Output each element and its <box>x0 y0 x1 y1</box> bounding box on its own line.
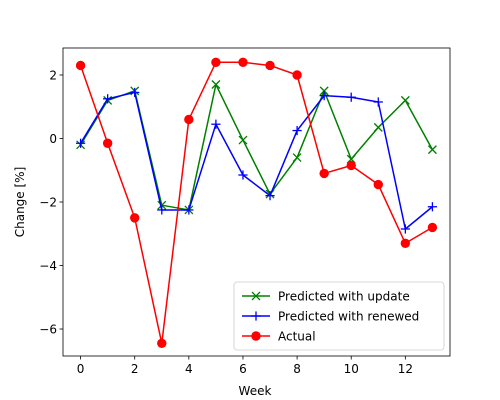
series-1-point-5-stroke-b <box>211 80 221 89</box>
plot-area <box>75 57 438 348</box>
legend: Predicted with update Predicted with rene… <box>233 281 445 351</box>
series-3-point-3-shape <box>157 338 167 348</box>
series-2-point-0 <box>75 138 86 148</box>
series-2-point-7 <box>265 191 275 201</box>
y-tick-label-0: 2 <box>49 68 57 82</box>
series-3-point-8 <box>292 70 302 80</box>
series-2-point-12 <box>400 224 410 234</box>
series-3-point-7-shape <box>265 60 275 71</box>
legend-marker-3 <box>251 331 261 341</box>
series-2-point-5 <box>211 119 221 129</box>
series-1-point-12-stroke-b <box>400 95 410 105</box>
x-tick-label-12: 12 <box>398 362 413 376</box>
series-2-point-6 <box>238 170 248 180</box>
series-3-point-1-shape <box>102 138 113 148</box>
series-3-point-0 <box>75 60 86 71</box>
series-3-point-8-shape <box>292 70 302 80</box>
series-3-point-1 <box>102 138 113 148</box>
series-3-point-2 <box>130 213 140 223</box>
series-1-point-11 <box>373 122 383 132</box>
series-2-point-13 <box>427 202 438 212</box>
series-2-point-1 <box>103 94 113 104</box>
series-3-point-13-shape <box>427 222 438 233</box>
y-tick-label-4: −6 <box>39 322 57 336</box>
x-tick-label-10: 10 <box>344 362 359 376</box>
series-3-point-6-shape <box>238 57 248 67</box>
series-3-point-12-shape <box>400 238 411 248</box>
series-3-point-4-shape <box>184 114 194 125</box>
series-1-point-13 <box>427 145 437 155</box>
series-3-point-5-shape <box>211 57 221 67</box>
series-3-point-6 <box>238 57 248 67</box>
x-tick-label-4: 4 <box>185 362 193 376</box>
series-2-point-10 <box>346 92 356 102</box>
series-2-point-8 <box>292 125 302 136</box>
x-tick-label-6: 6 <box>239 362 247 376</box>
series-3-point-9 <box>319 168 329 179</box>
series-3-point-10 <box>346 160 356 171</box>
legend-label-3: Actual <box>278 329 316 343</box>
series-1-point-8-stroke-b <box>292 153 302 163</box>
series-2-point-2 <box>130 87 140 98</box>
legend-marker-2 <box>251 311 261 321</box>
series-3-point-0-shape <box>75 60 86 71</box>
series-1-point-3 <box>157 200 167 210</box>
series-1-point-6-stroke-b <box>238 135 248 145</box>
series-2-point-3 <box>157 205 167 215</box>
series-3-point-7 <box>265 60 275 71</box>
series-3-point-12 <box>400 238 411 248</box>
series-1-point-8 <box>292 153 302 163</box>
series-1-point-3-stroke-b <box>157 200 167 210</box>
legend-marker-1-stroke-b <box>251 291 261 301</box>
series-3-point-4 <box>184 114 194 125</box>
legend-box <box>233 281 445 351</box>
legend-label-1: Predicted with update <box>278 289 410 303</box>
series-3-point-10-shape <box>346 160 356 171</box>
series-1-point-5 <box>211 80 221 89</box>
series-3-point-2-shape <box>130 213 140 223</box>
series-3-point-5 <box>211 57 221 67</box>
x-tick-label-0: 0 <box>77 362 85 376</box>
series-3-point-11-shape <box>373 179 383 190</box>
series-1-point-12 <box>400 95 410 105</box>
series-1-point-11-stroke-b <box>373 122 383 132</box>
x-axis-label: Week <box>239 384 272 398</box>
series-3-point-9-shape <box>319 168 329 179</box>
series-3-point-13 <box>427 222 438 233</box>
y-axis-label: Change [%] <box>13 167 27 238</box>
series-1-point-13-stroke-b <box>427 145 437 155</box>
series-2-point-9 <box>319 91 329 101</box>
legend-label-2: Predicted with renewed <box>278 309 419 323</box>
series-3-point-3 <box>157 338 167 348</box>
axes: 0 2 4 6 8 10 12 2 0 −2 −4 −6 <box>39 47 451 376</box>
y-tick-label-3: −4 <box>39 259 57 273</box>
series-2-point-11 <box>373 97 383 107</box>
x-tick-label-2: 2 <box>131 362 139 376</box>
series-3-point-11 <box>373 179 383 190</box>
series-line-3 <box>79 61 433 345</box>
legend-marker-1 <box>251 291 261 301</box>
legend-marker-3-shape <box>251 331 261 341</box>
x-tick-label-8: 8 <box>293 362 301 376</box>
series-1-point-9-stroke-b <box>319 86 329 96</box>
series-line-2 <box>79 91 433 230</box>
series-1-point-6 <box>238 135 248 145</box>
y-tick-label-1: 0 <box>49 132 57 146</box>
y-tick-label-2: −2 <box>39 195 57 209</box>
series-2-point-4 <box>184 205 194 215</box>
series-1-point-9 <box>319 86 329 96</box>
